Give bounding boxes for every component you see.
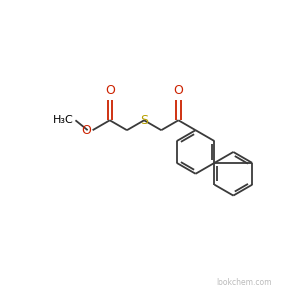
Text: H₃C: H₃C bbox=[53, 115, 74, 125]
Text: lookchem.com: lookchem.com bbox=[216, 278, 272, 287]
Text: S: S bbox=[140, 114, 148, 127]
Text: O: O bbox=[173, 85, 183, 98]
Text: O: O bbox=[105, 85, 115, 98]
Text: O: O bbox=[82, 124, 92, 137]
